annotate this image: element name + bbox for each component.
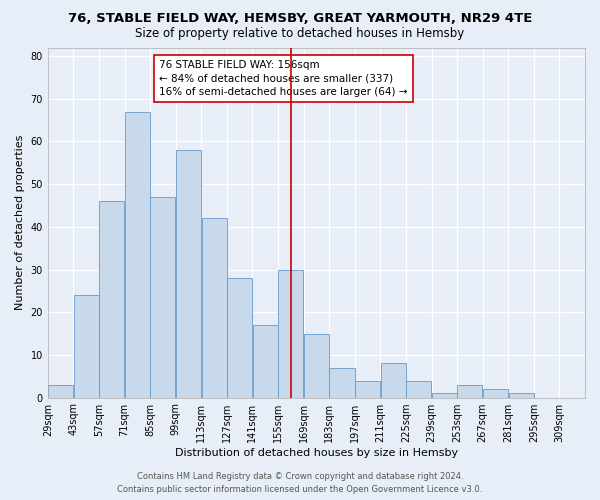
Bar [227,278,252,398]
Bar [355,380,380,398]
Bar [176,150,201,398]
Bar [509,394,533,398]
Bar [125,112,150,398]
Bar [99,201,124,398]
Text: Contains HM Land Registry data © Crown copyright and database right 2024.
Contai: Contains HM Land Registry data © Crown c… [118,472,482,494]
Bar [202,218,227,398]
Bar [432,394,457,398]
Text: 76 STABLE FIELD WAY: 156sqm
← 84% of detached houses are smaller (337)
16% of se: 76 STABLE FIELD WAY: 156sqm ← 84% of det… [159,60,408,96]
Bar [278,270,304,398]
Bar [406,380,431,398]
Bar [483,389,508,398]
Bar [151,197,175,398]
Bar [457,385,482,398]
Bar [329,368,355,398]
Bar [380,364,406,398]
Bar [253,325,278,398]
Text: 76, STABLE FIELD WAY, HEMSBY, GREAT YARMOUTH, NR29 4TE: 76, STABLE FIELD WAY, HEMSBY, GREAT YARM… [68,12,532,26]
X-axis label: Distribution of detached houses by size in Hemsby: Distribution of detached houses by size … [175,448,458,458]
Bar [48,385,73,398]
Bar [304,334,329,398]
Text: Size of property relative to detached houses in Hemsby: Size of property relative to detached ho… [136,28,464,40]
Y-axis label: Number of detached properties: Number of detached properties [15,135,25,310]
Bar [74,295,98,398]
